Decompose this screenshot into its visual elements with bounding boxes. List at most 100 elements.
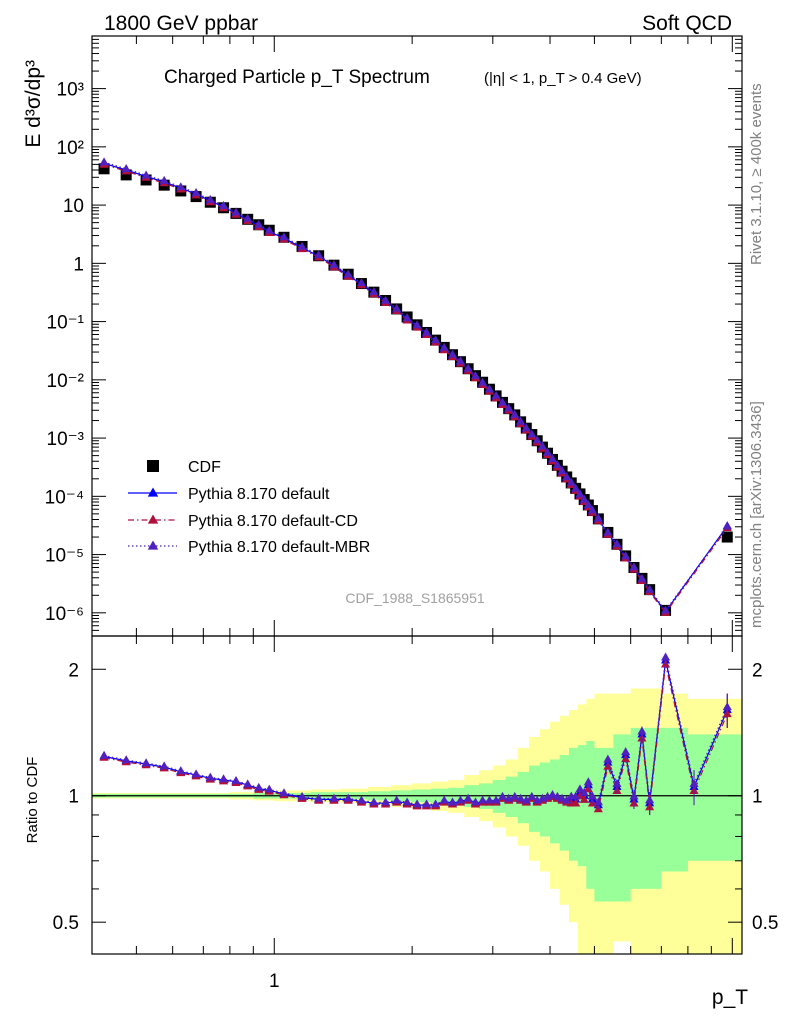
main-y-label: E d³σ/dp³ [22,60,45,148]
y-tick-label: 10⁻⁴ [45,487,84,508]
main-panel: 10⁻⁶ 10⁻⁵ 10⁻⁴ 10⁻³ 10⁻² 10⁻¹ 1 10 10² 10³ Charge… [22,35,743,637]
ratio-point [593,797,603,806]
data-point [98,163,110,175]
ratio-point [547,790,558,798]
ratio-point [521,795,531,804]
series-3 [99,157,732,614]
data-point [120,169,132,181]
ratio-point [603,754,613,763]
legend-label: Pythia 8.170 default-MBR [188,539,370,556]
ratio-point [527,791,537,800]
legend-entry: CDF [147,459,221,476]
ratio-point [356,795,367,804]
analysis-label: CDF_1988_S1865951 [345,590,485,606]
ratio-point [587,791,597,800]
ratio-point [571,798,581,807]
ratio-frame [91,635,743,955]
y-tick-label: 10³ [57,80,84,101]
ratio-point [689,779,699,787]
ratio-point [583,777,593,786]
data-point [439,342,449,351]
legend: CDF Pythia 8.170 default Pythia 8.170 defa… [128,459,370,556]
legend-label: Pythia 8.170 default-CD [188,513,358,530]
ratio-point [579,787,589,796]
ratio-point [343,793,353,802]
ratio-point [661,652,671,661]
ratio-point [470,797,481,806]
data-point [593,513,603,522]
ratio-plot-area [92,652,742,954]
mcplots-label: mcplots.cern.ch [arXiv:1306.3436] [748,401,765,628]
ratio-point [297,791,307,800]
data-point [629,562,639,571]
ratio-point [562,795,572,804]
ratio-point [722,702,732,711]
y-tick-label: 10⁻¹ [47,313,85,334]
ratio-point [141,758,151,767]
ratio-point [510,791,520,800]
data-point [412,320,422,329]
ratio-point [516,793,526,802]
data-point [557,466,567,475]
ratio-point [478,795,488,804]
data-point [141,170,151,179]
ratio-point [264,784,274,793]
data-point [159,175,169,184]
ratio-point [412,799,422,808]
data-point [402,313,412,322]
ratio-point [645,795,655,804]
ratio-y-label: Ratio to CDF [24,757,41,844]
legend-entry: Pythia 8.170 default-CD [128,513,358,530]
header-left: 1800 GeV ppbar [104,12,258,35]
legend-marker [147,540,159,550]
data-point [121,164,131,172]
data-point [264,225,274,234]
ratio-point [421,799,432,808]
data-point [421,327,432,336]
data-point [447,349,458,358]
data-point [583,500,593,509]
data-point [329,260,339,268]
data-point [205,194,215,203]
data-point [504,403,514,412]
ratio-panel: 0.5 0.5 1 1 2 2 1 Ratio to CDF p_T [24,635,778,1009]
ratio-point [369,797,379,806]
ratio-y-tick-label-left: 0.5 [53,913,79,934]
data-point [645,584,655,593]
data-point [637,573,647,582]
main-axes: 10⁻⁶ 10⁻⁵ 10⁻⁴ 10⁻³ 10⁻² 10⁻¹ 1 10 10² 10³ [45,35,742,637]
ratio-y-tick-label-right: 2 [752,660,763,681]
data-point [497,397,508,406]
data-point [314,250,324,259]
ratio-point [329,793,339,802]
data-point [356,278,367,287]
ratio-point [219,774,229,783]
ratio-point [439,795,449,804]
legend-entry: Pythia 8.170 default-MBR [128,539,370,556]
legend-entry: Pythia 8.170 default [128,486,330,503]
ratio-point [497,791,508,800]
data-point [552,460,562,469]
ratio-point [621,747,631,756]
x-tick-label: 1 [269,971,280,992]
ratio-point [579,794,589,803]
ratio-point [637,726,647,735]
data-point [537,441,547,450]
ratio-point [552,791,562,800]
data-point [191,188,201,196]
ratio-point [205,772,215,781]
legend-marker [147,487,159,497]
data-point [527,429,537,438]
ratio-point [431,799,441,808]
data-point [176,182,186,191]
ratio-y-tick-label-left: 1 [68,787,79,808]
ratio-point [191,769,201,778]
data-point [721,531,733,543]
ratio-point [121,755,131,764]
ratio-point [392,795,402,804]
ratio-point [629,791,639,800]
data-point [219,200,229,209]
ratio-point [463,793,473,802]
data-point [562,472,572,481]
